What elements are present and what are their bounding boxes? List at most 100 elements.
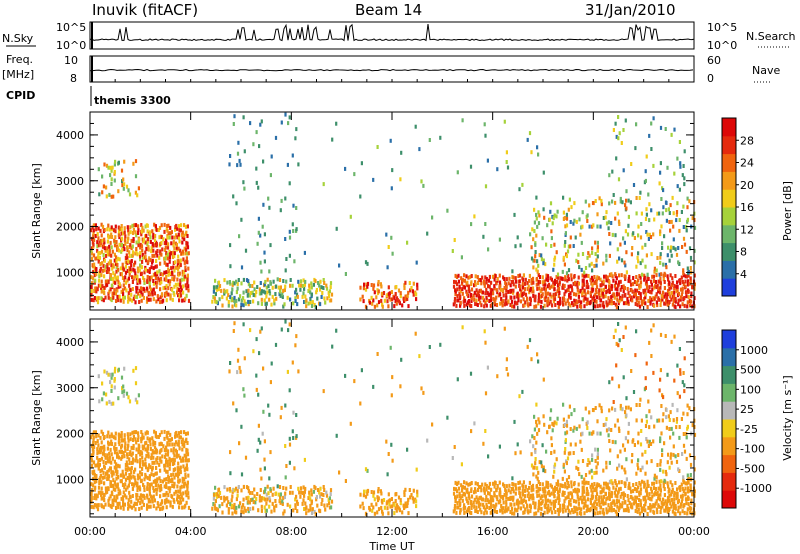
velocity-cell <box>163 429 166 434</box>
power-cell <box>635 211 638 216</box>
power-cell <box>685 249 688 254</box>
velocity-cell <box>659 483 662 488</box>
power-cell <box>639 284 642 289</box>
velocity-cell <box>179 467 182 472</box>
velocity-cell <box>574 509 577 514</box>
velocity-cell <box>627 405 630 410</box>
power-cell <box>100 222 103 227</box>
velocity-cell <box>550 484 553 489</box>
power-cell <box>217 280 221 285</box>
velocity-cell <box>687 502 690 507</box>
velocity-cell <box>614 493 617 498</box>
power-cell <box>138 278 141 283</box>
power-cell <box>508 276 511 281</box>
velocity-cell <box>162 493 165 498</box>
power-cell <box>584 266 588 270</box>
velocity-cell <box>136 459 139 464</box>
power-cell <box>328 294 331 298</box>
power-cell <box>524 300 527 305</box>
velocity-cell <box>656 463 659 467</box>
velocity-cell <box>377 489 380 494</box>
velocity-cell <box>462 491 465 496</box>
velocity-cell <box>576 507 579 512</box>
power-cell <box>470 274 473 278</box>
power-cell <box>524 292 528 297</box>
velocity-cell <box>473 497 476 502</box>
power-cell <box>518 273 522 278</box>
velocity-cell <box>288 442 292 447</box>
velocity-cell <box>656 490 659 495</box>
velocity-cell <box>129 437 132 442</box>
power-cell <box>322 278 325 282</box>
velocity-cell <box>101 475 104 480</box>
velocity-cell <box>622 496 625 501</box>
velocity-cell <box>256 448 259 453</box>
power-cell <box>91 225 94 230</box>
power-cell <box>117 160 120 165</box>
velocity-cell <box>638 481 641 485</box>
velocity-cell <box>128 457 131 462</box>
velocity-cell <box>391 375 394 380</box>
power-cell <box>163 270 166 275</box>
power-cell <box>151 253 154 258</box>
cpid-value: themis 3300 <box>94 94 171 107</box>
power-cell <box>114 159 117 164</box>
velocity-cell <box>663 441 666 446</box>
velocity-cell <box>153 429 156 434</box>
power-cell <box>178 271 181 276</box>
power-cell <box>418 147 421 152</box>
power-cell <box>515 279 518 284</box>
velocity-cell <box>97 485 101 490</box>
velocity-cell <box>178 505 181 510</box>
power-cell <box>659 229 662 234</box>
velocity-cell <box>625 477 628 482</box>
velocity-cell <box>512 487 515 491</box>
velocity-cell <box>179 465 182 470</box>
power-cell <box>187 298 191 303</box>
velocity-cell <box>324 507 327 512</box>
power-cell <box>259 122 262 127</box>
velocity-cell <box>624 325 627 330</box>
velocity-cell <box>144 474 147 479</box>
power-cell <box>402 296 405 301</box>
power-cell <box>100 289 103 294</box>
power-cell <box>503 285 506 290</box>
power-cell <box>470 304 473 308</box>
velocity-cell <box>239 501 242 506</box>
power-cell <box>177 235 180 240</box>
velocity-cell <box>569 502 572 507</box>
power-cell <box>386 299 389 304</box>
velocity-cell <box>309 503 312 508</box>
velocity-cell <box>257 423 260 428</box>
velocity-cell <box>293 466 296 471</box>
velocity-cell <box>660 479 663 484</box>
power-cell <box>165 270 168 275</box>
power-cell <box>138 268 141 273</box>
power-cell <box>108 252 111 257</box>
velocity-cell <box>154 471 157 476</box>
velocity-cell <box>338 470 341 475</box>
velocity-cell <box>113 445 116 450</box>
power-cell <box>174 227 177 232</box>
velocity-cell <box>614 423 617 428</box>
velocity-cell <box>665 472 668 477</box>
velocity-cell <box>134 397 137 402</box>
power-cell <box>129 230 132 235</box>
power-cell <box>577 275 580 280</box>
power-cell <box>167 267 170 272</box>
velocity-cell <box>106 470 109 474</box>
power-cell <box>693 282 696 287</box>
power-cell <box>275 296 278 301</box>
power-cell <box>120 236 124 241</box>
power-cell <box>624 229 627 234</box>
power-cell <box>151 290 154 295</box>
velocity-cell <box>388 502 391 507</box>
power-cell <box>135 240 138 245</box>
power-cell <box>498 280 502 285</box>
power-cell <box>537 152 540 157</box>
power-cell <box>303 300 306 304</box>
power-cell <box>650 121 653 126</box>
power-cell <box>543 296 546 301</box>
velocity-cell <box>263 489 266 494</box>
velocity-cell <box>684 486 687 491</box>
